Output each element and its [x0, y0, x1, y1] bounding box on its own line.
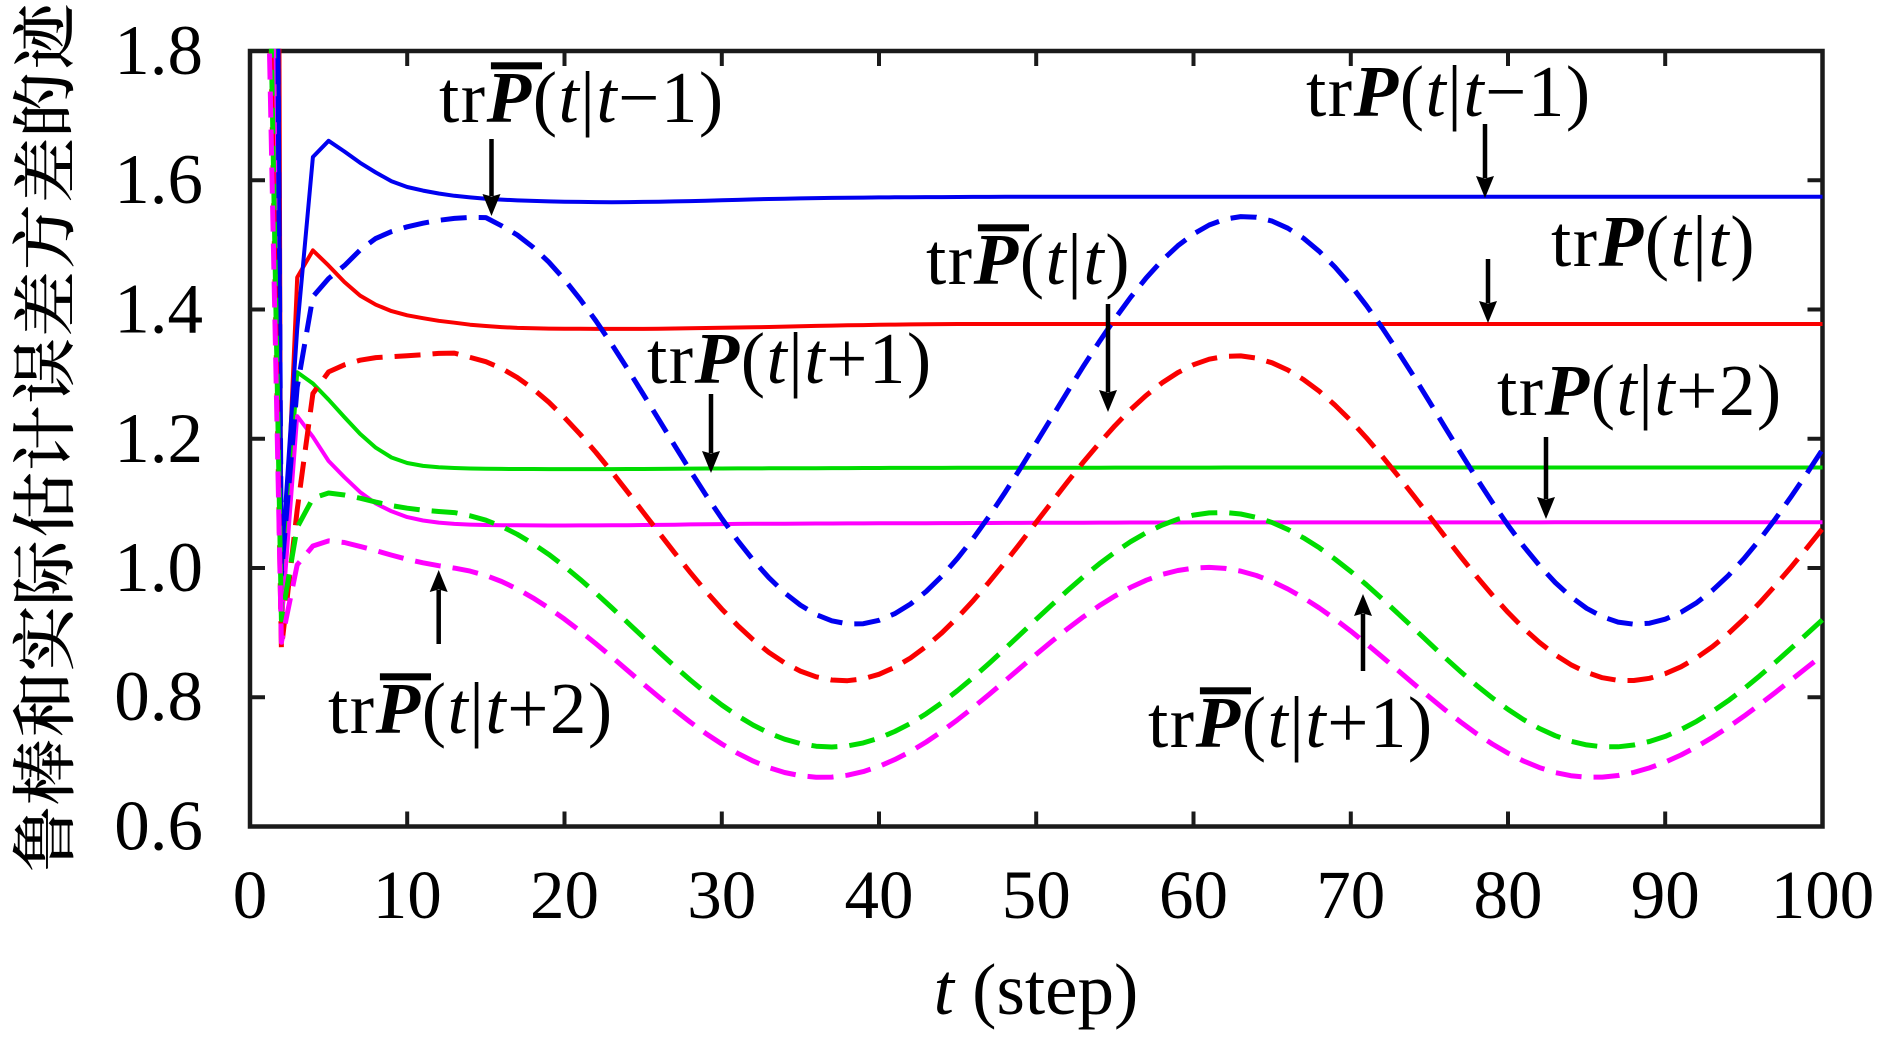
svg-text:90: 90: [1631, 857, 1700, 933]
svg-text:1.0: 1.0: [114, 529, 203, 607]
svg-text:trP(t|t+1): trP(t|t+1): [647, 318, 933, 399]
svg-text:50: 50: [1002, 857, 1071, 933]
svg-text:60: 60: [1159, 857, 1228, 933]
svg-text:0.8: 0.8: [114, 658, 203, 736]
svg-text:1.4: 1.4: [114, 271, 203, 349]
svg-text:10: 10: [373, 857, 442, 933]
svg-text:trP(t|t+2): trP(t|t+2): [328, 668, 614, 749]
svg-text:40: 40: [845, 857, 914, 933]
svg-text:70: 70: [1316, 857, 1385, 933]
svg-text:trP(t|t): trP(t|t): [1551, 201, 1756, 282]
svg-text:100: 100: [1771, 857, 1875, 933]
svg-text:1.2: 1.2: [114, 400, 203, 478]
svg-text:0.6: 0.6: [114, 788, 203, 866]
svg-text:80: 80: [1474, 857, 1543, 933]
svg-text:trP(t|t−1): trP(t|t−1): [439, 57, 725, 138]
svg-text:30: 30: [687, 857, 756, 933]
svg-text:trP(t|t): trP(t|t): [926, 219, 1131, 300]
svg-text:trP(t|t−1): trP(t|t−1): [1306, 51, 1592, 132]
svg-text:trP(t|t+2): trP(t|t+2): [1497, 350, 1783, 431]
svg-text:t (step): t (step): [934, 949, 1139, 1030]
svg-text:1.8: 1.8: [114, 12, 203, 90]
svg-text:0: 0: [233, 857, 268, 933]
svg-text:20: 20: [530, 857, 599, 933]
svg-text:trP(t|t+1): trP(t|t+1): [1148, 682, 1434, 763]
svg-text:1.6: 1.6: [114, 141, 203, 219]
